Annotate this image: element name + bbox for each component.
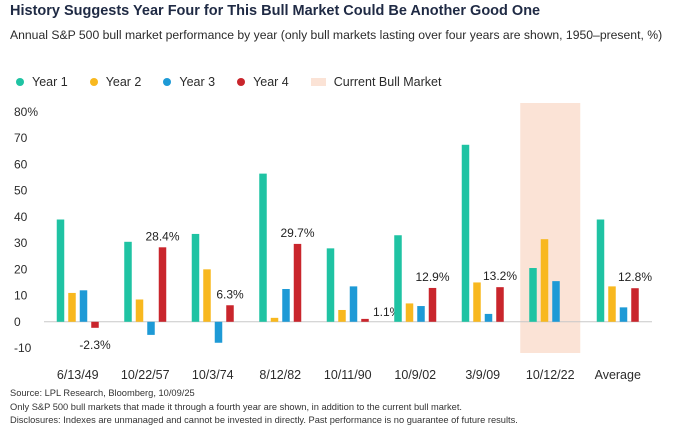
bar-year-1 [326,248,335,322]
bar-year-3 [282,289,290,322]
footer-note: Only S&P 500 bull markets that made it t… [10,402,463,412]
bar-year-2 [608,286,616,322]
bar-year-2 [473,282,481,322]
bar-year-3 [417,306,425,322]
y-tick-label: 10 [14,289,28,303]
bar-year-1 [394,235,402,322]
bar-year-4 [428,287,437,322]
y-tick-label: 0 [14,315,21,329]
legend-label-year-1: Year 1 [32,75,68,89]
bar-year-3 [619,307,628,322]
legend-item-year-1: Year 1 [16,75,68,89]
bar-year-4 [226,305,234,322]
bar-year-4 [293,243,302,322]
bar-year-1 [259,173,267,322]
legend: Year 1 Year 2 Year 3 Year 4 Current Bull… [16,75,463,89]
bar-year-4 [158,247,167,322]
legend-marker-year-4 [237,78,246,86]
legend-label-current-bull-market: Current Bull Market [333,75,442,89]
legend-item-year-4: Year 4 [237,75,289,89]
data-label: 13.2% [483,269,517,283]
bar-year-4 [631,288,639,322]
x-tick-label: Average [595,368,641,382]
bar-year-2 [405,303,414,322]
bar-year-1 [191,233,200,322]
chart-title: History Suggests Year Four for This Bull… [10,3,541,19]
x-tick-label: 6/13/49 [57,368,99,382]
legend-item-year-2: Year 2 [89,75,142,89]
legend-marker-year-3 [163,78,172,86]
legend-label-year-2: Year 2 [105,75,142,89]
x-tick-label: 10/22/57 [121,368,170,382]
footer-disclosure: Disclosures: Indexes are unmanaged and c… [10,415,518,425]
bar-year-4 [91,321,99,328]
legend-item-current-bull-market: Current Bull Market [310,75,442,89]
legend-label-year-3: Year 3 [179,75,216,89]
legend-item-year-3: Year 3 [163,75,215,89]
y-tick-label: 40 [14,210,28,224]
bar-year-2 [135,299,144,322]
x-tick-label: 10/12/22 [526,368,575,382]
bar-year-4 [496,287,504,322]
bar-chart: 80% 70 60 50 40 30 20 10 0 -10 -2.3% 6/13/49 28.4% 10… [14,103,652,382]
legend-label-year-4: Year 4 [253,75,289,89]
x-tick-label: 10/9/02 [394,368,436,382]
bar-year-4 [361,318,369,322]
bar-year-3 [484,313,493,322]
y-tick-label: -10 [14,341,32,355]
bar-year-2 [540,239,549,322]
y-tick-label: 60 [14,157,28,171]
bar-year-2 [270,317,279,322]
legend-marker-year-2 [89,78,98,86]
x-tick-label: 10/3/74 [192,368,234,382]
x-tick-label: 3/9/09 [465,368,500,382]
bar-year-1 [461,144,470,322]
bar-year-1 [596,219,605,322]
bar-year-2 [203,269,211,322]
legend-marker-current-bull-market [310,78,326,86]
x-tick-label: 10/11/90 [324,368,372,382]
y-tick-label: 80% [14,105,38,119]
y-tick-label: 70 [14,131,28,145]
y-tick-label: 20 [14,262,28,276]
bar-year-3 [349,286,358,322]
chart-subtitle: Annual S&P 500 bull market performance b… [10,28,663,42]
bar-year-3 [79,290,88,322]
data-label: 6.3% [216,287,244,301]
footer-source: Source: LPL Research, Bloomberg, 10/09/2… [10,388,195,398]
data-label: 12.8% [618,270,652,284]
y-tick-label: 50 [14,184,28,198]
data-label: 28.4% [145,229,179,243]
bar-year-3 [214,321,223,343]
bar-year-2 [68,292,76,322]
bar-year-3 [147,321,155,335]
data-label: -2.3% [79,338,111,352]
bar-year-1 [529,268,537,322]
bar-year-1 [56,219,65,322]
bar-year-1 [124,241,132,322]
bar-year-2 [338,309,346,322]
data-label: 1.1% [373,305,401,319]
data-label: 29.7% [280,226,314,240]
y-tick-label: 30 [14,236,28,250]
bar-year-3 [552,281,560,322]
legend-marker-year-1 [16,78,24,86]
data-label: 12.9% [415,270,449,284]
x-tick-label: 8/12/82 [259,368,301,382]
